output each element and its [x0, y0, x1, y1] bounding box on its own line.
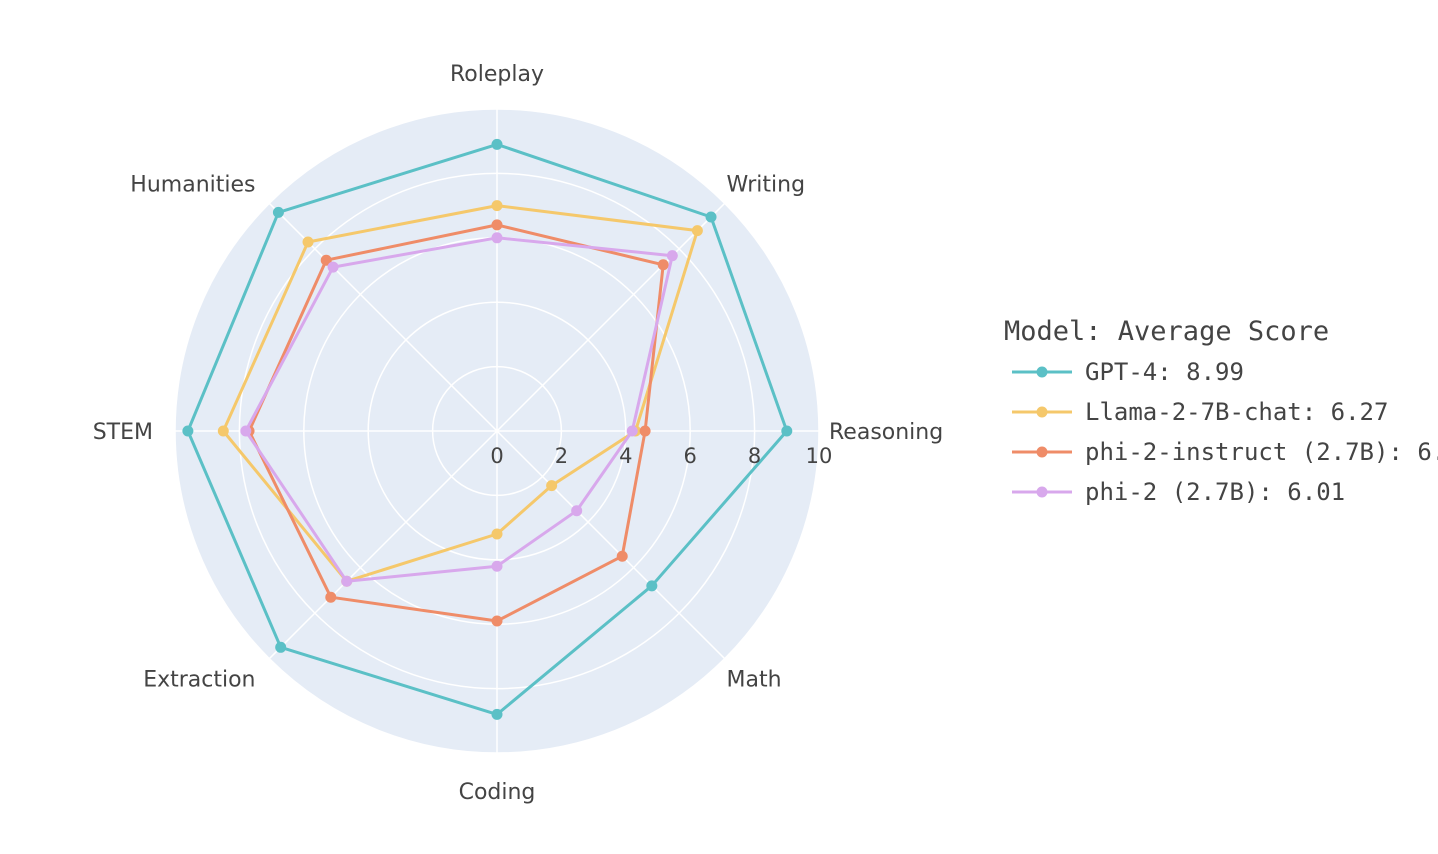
legend-swatch-marker: [1036, 446, 1048, 458]
legend-item: Llama-2-7B-chat: 6.27: [1012, 398, 1388, 426]
radial-tick-label: 8: [748, 444, 761, 468]
data-point: [491, 200, 503, 212]
data-point: [639, 425, 651, 437]
radial-tick-label: 6: [684, 444, 697, 468]
radial-tick-label: 0: [490, 444, 503, 468]
radial-tick-label: 10: [806, 444, 833, 468]
category-label: Reasoning: [829, 420, 943, 445]
legend-item: GPT-4: 8.99: [1012, 358, 1244, 386]
category-label: Extraction: [143, 668, 255, 693]
radial-tick-label: 2: [555, 444, 568, 468]
data-point: [491, 232, 503, 244]
data-point: [341, 575, 353, 587]
grid-spoke: [268, 430, 498, 660]
legend-item: phi-2-instruct (2.7B): 6.62: [1012, 438, 1438, 466]
category-label: STEM: [93, 420, 153, 445]
data-point: [275, 641, 287, 653]
radial-tick-label: 4: [619, 444, 632, 468]
data-point: [327, 261, 339, 273]
data-point: [240, 425, 252, 437]
data-point: [491, 560, 503, 572]
data-point: [325, 591, 337, 603]
category-label: Writing: [727, 173, 806, 198]
category-label: Roleplay: [450, 62, 544, 87]
category-label: Humanities: [130, 173, 255, 198]
category-label: Math: [727, 668, 782, 693]
legend-swatch-marker: [1036, 486, 1048, 498]
data-point: [666, 250, 678, 262]
data-point: [302, 236, 314, 248]
grid-spoke: [496, 430, 726, 660]
data-point: [626, 425, 638, 437]
data-point: [320, 254, 332, 266]
data-point: [571, 505, 583, 517]
legend-label: GPT-4: 8.99: [1085, 358, 1244, 386]
data-point: [616, 550, 628, 562]
data-point: [491, 528, 503, 540]
data-point: [546, 480, 558, 492]
legend-item: phi-2 (2.7B): 6.01: [1012, 478, 1345, 506]
legend-label: Llama-2-7B-chat: 6.27: [1085, 398, 1388, 426]
legend-label: phi-2-instruct (2.7B): 6.62: [1085, 438, 1438, 466]
data-point: [272, 206, 284, 218]
legend-label: phi-2 (2.7B): 6.01: [1085, 478, 1345, 506]
data-point: [491, 615, 503, 627]
data-point: [657, 259, 669, 271]
data-point: [705, 211, 717, 223]
legend-title: Model: Average Score: [1004, 316, 1329, 347]
legend: Model: Average Score GPT-4: 8.99 Llama-2-…: [1004, 316, 1438, 506]
radial-ticks: 0 2 4 6 8 10: [490, 444, 832, 468]
angular-labels: Reasoning Writing Roleplay Humanities STEM Ex…: [93, 62, 944, 805]
legend-swatch-marker: [1036, 366, 1048, 378]
grid-spoke: [496, 202, 726, 432]
series-layer: [182, 138, 793, 720]
data-point: [182, 425, 194, 437]
data-point: [491, 219, 503, 231]
data-point: [691, 225, 703, 237]
data-point: [646, 580, 658, 592]
series-0: [182, 138, 793, 720]
category-label: Coding: [459, 780, 536, 805]
data-point: [491, 708, 503, 720]
legend-swatch-marker: [1036, 406, 1048, 418]
data-point: [491, 138, 503, 150]
series-3: [240, 232, 678, 587]
data-point: [217, 425, 229, 437]
data-point: [781, 425, 793, 437]
